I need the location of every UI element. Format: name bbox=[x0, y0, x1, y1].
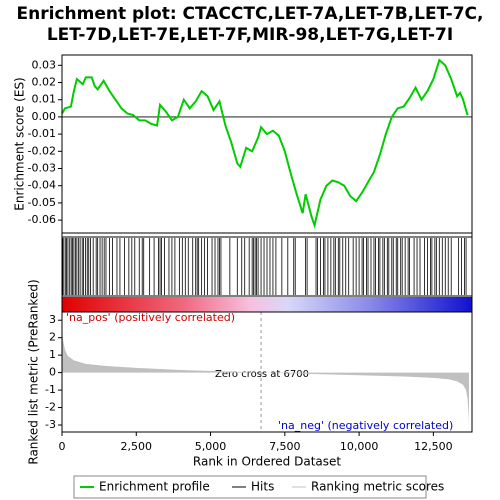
x-axis-label: Rank in Ordered Dataset bbox=[193, 455, 341, 469]
y-tick-label: 0 bbox=[49, 366, 56, 379]
legend-label: Hits bbox=[251, 480, 274, 494]
x-tick-label: 0 bbox=[59, 440, 66, 453]
y-axis-label: Enrichment score (ES) bbox=[13, 77, 27, 210]
y-tick-label: -2 bbox=[45, 401, 56, 414]
y-tick-label: 0.01 bbox=[32, 93, 57, 106]
y-tick-label: 0.02 bbox=[32, 76, 57, 89]
y-tick-label: -0.06 bbox=[28, 213, 56, 226]
title-line: LET-7D,LET-7E,LET-7F,MIR-98,LET-7G,LET-7… bbox=[47, 25, 453, 45]
legend-label: Ranking metric scores bbox=[311, 480, 444, 494]
color-bar bbox=[62, 297, 472, 312]
y-tick-label: -0.01 bbox=[28, 127, 56, 140]
y-axis-label: Ranked list metric (PreRanked) bbox=[27, 279, 41, 464]
y-tick-label: -0.02 bbox=[28, 144, 56, 157]
x-tick-label: 5,000 bbox=[195, 440, 227, 453]
annotation: 'na_neg' (negatively correlated) bbox=[278, 419, 453, 432]
x-tick-label: 2,500 bbox=[121, 440, 153, 453]
y-tick-label: 2 bbox=[49, 331, 56, 344]
y-tick-label: -1 bbox=[45, 383, 56, 396]
title-line: Enrichment plot: CTACCTC,LET-7A,LET-7B,L… bbox=[17, 4, 484, 24]
x-tick-label: 12,500 bbox=[414, 440, 453, 453]
y-tick-label: -0.05 bbox=[28, 196, 56, 209]
panel-frame bbox=[61, 54, 473, 234]
y-tick-label: -0.04 bbox=[28, 179, 56, 192]
y-tick-label: 1 bbox=[49, 348, 56, 361]
enrichment-line bbox=[61, 58, 469, 229]
y-tick-label: -0.03 bbox=[28, 162, 56, 175]
legend bbox=[73, 475, 427, 499]
x-tick-label: 7,500 bbox=[269, 440, 301, 453]
y-tick-label: 0.00 bbox=[32, 110, 57, 123]
y-tick-label: 0.03 bbox=[32, 58, 57, 71]
panel-frame bbox=[61, 54, 473, 433]
y-tick-label: -3 bbox=[45, 418, 56, 431]
legend-label: Enrichment profile bbox=[99, 480, 210, 494]
annotation: 'na_pos' (positively correlated) bbox=[66, 311, 235, 324]
y-tick-label: 3 bbox=[49, 313, 56, 326]
annotation: Zero cross at 6700 bbox=[215, 369, 309, 380]
x-tick-label: 10,000 bbox=[340, 440, 379, 453]
